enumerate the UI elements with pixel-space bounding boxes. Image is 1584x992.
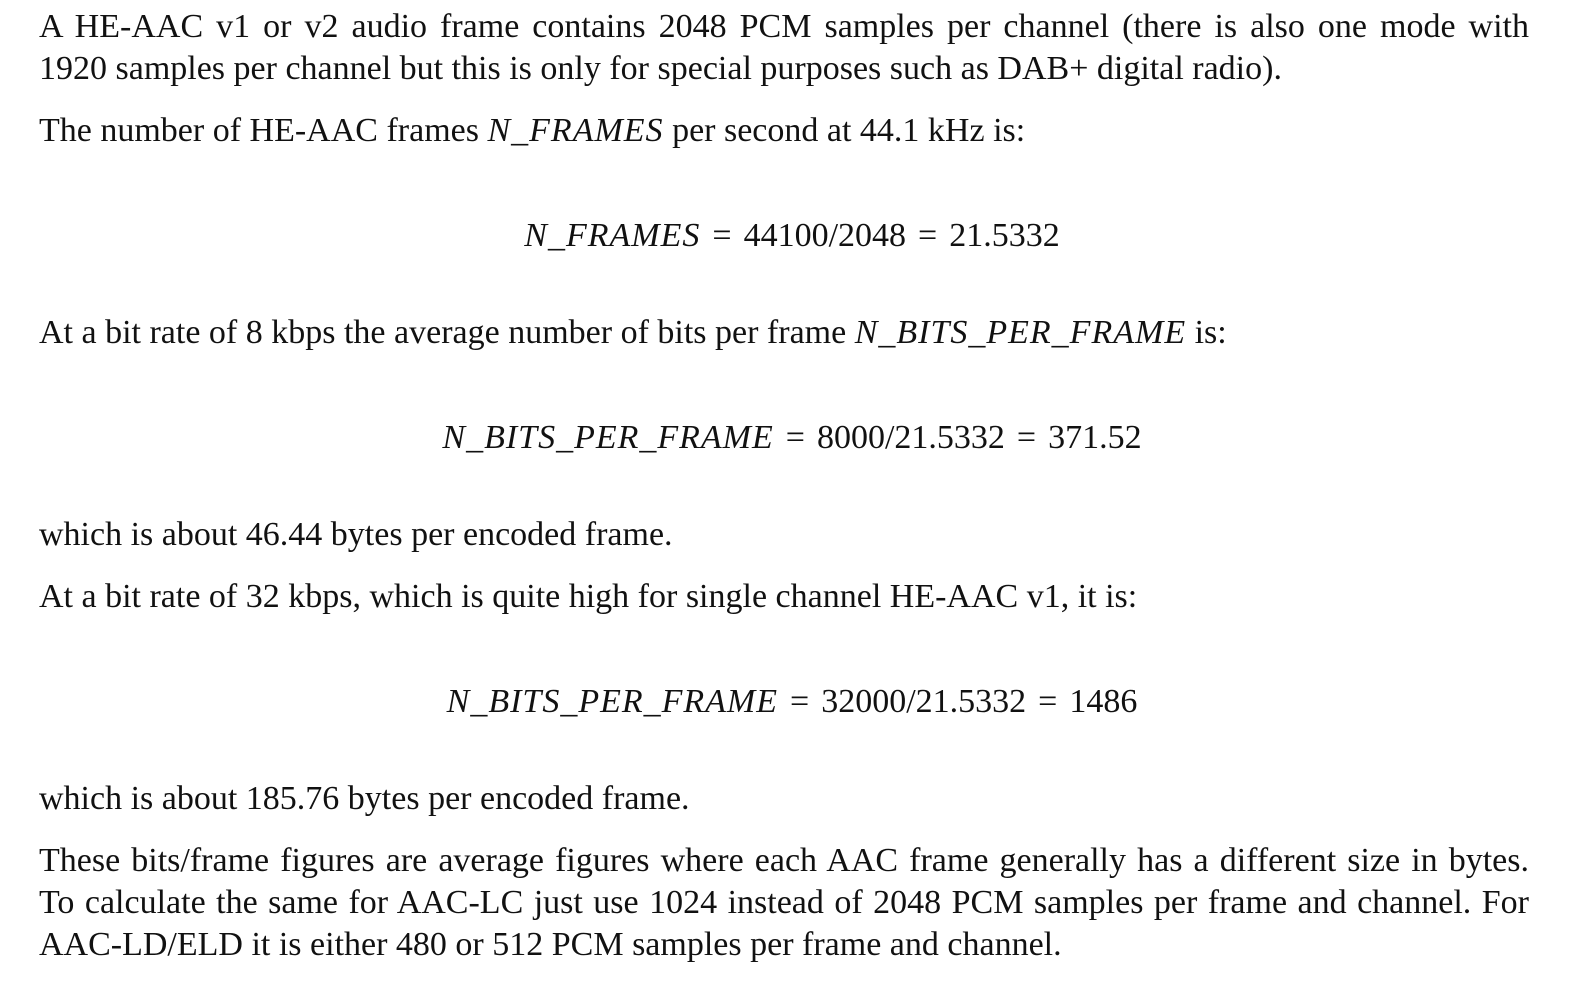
paragraph-line: A HE-AAC v1 or v2 audio frame contains 2… — [39, 8, 1529, 45]
math-variable: N_BITS_PER_FRAME — [854, 314, 1187, 351]
paragraph-n-frames-intro: The number of HE-AAC frames N_FRAMES per… — [39, 110, 1529, 152]
math-variable: N_FRAMES — [487, 112, 664, 149]
text-segment: per second at 44.1 kHz is: — [663, 112, 1026, 149]
text-segment: At a bit rate of 8 kbps the average numb… — [39, 314, 855, 351]
equation-lhs: N_BITS_PER_FRAME — [442, 419, 774, 456]
equals-sign: = — [785, 419, 805, 456]
paragraph-bits-per-frame-intro: At a bit rate of 8 kbps the average numb… — [39, 312, 1529, 354]
paragraph-line: 1920 samples per channel but this is onl… — [39, 50, 1282, 87]
equation-result: 1486 — [1069, 683, 1138, 720]
equation-lhs: N_BITS_PER_FRAME — [446, 683, 779, 720]
equation-expression: 8000/21.5332 — [816, 419, 1005, 456]
text-segment: The number of HE-AAC frames — [39, 112, 488, 149]
equals-sign: = — [1016, 419, 1037, 456]
equation-expression: 32000/21.5332 — [821, 683, 1027, 720]
equation-lhs: N_FRAMES — [524, 217, 701, 254]
equals-sign: = — [1038, 683, 1058, 720]
paragraph-line: AAC-LD/ELD it is either 480 or 512 PCM s… — [39, 926, 1062, 963]
text-segment: is: — [1186, 314, 1227, 351]
equation-result: 371.52 — [1048, 419, 1142, 456]
equals-sign: = — [790, 683, 810, 720]
equation-bits-32kbps: N_BITS_PER_FRAME = 32000/21.5332 = 1486 — [0, 681, 1584, 723]
paragraph-32kbps-intro: At a bit rate of 32 kbps, which is quite… — [39, 578, 1138, 615]
paragraph-line: These bits/frame figures are average fig… — [39, 842, 1529, 879]
equation-bits-8kbps: N_BITS_PER_FRAME = 8000/21.5332 = 371.52 — [0, 417, 1584, 459]
paragraph-frame-samples: A HE-AAC v1 or v2 audio frame contains 2… — [39, 6, 1529, 90]
paragraph-line: To calculate the same for AAC-LC just us… — [39, 884, 1529, 921]
equation-n-frames: N_FRAMES = 44100/2048 = 21.5332 — [0, 215, 1584, 257]
equation-expression: 44100/2048 — [743, 217, 907, 254]
equation-result: 21.5332 — [949, 217, 1060, 254]
paragraph-summary: These bits/frame figures are average fig… — [39, 840, 1529, 966]
paragraph-bytes-8kbps: which is about 46.44 bytes per encoded f… — [39, 516, 673, 553]
equals-sign: = — [918, 217, 938, 254]
equals-sign: = — [712, 217, 732, 254]
paragraph-bytes-32kbps: which is about 185.76 bytes per encoded … — [39, 780, 690, 817]
